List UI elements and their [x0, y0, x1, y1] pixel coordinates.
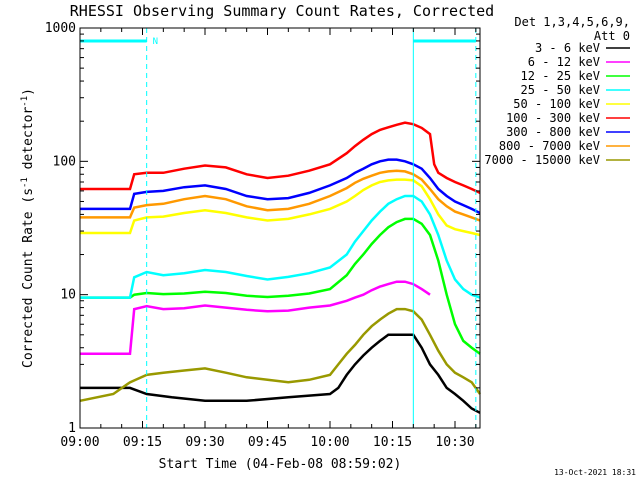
series-line-2 [80, 280, 431, 356]
series-line-5 [80, 178, 481, 237]
legend-label-9: 7000 - 15000 keV [484, 153, 600, 167]
legend-label-3: 12 - 25 keV [521, 69, 600, 83]
y-tick-label-4: 1000 [45, 21, 76, 36]
legend-label-4: 25 - 50 keV [521, 83, 600, 97]
chart-title: RHESSI Observing Summary Count Rates, Co… [70, 2, 494, 20]
legend-label-6: 100 - 300 keV [506, 111, 600, 125]
series-line-3 [80, 217, 481, 355]
series-line-9 [79, 307, 482, 403]
legend-label-8: 800 - 7000 keV [499, 139, 600, 153]
legend-label-7: 300 - 800 keV [506, 125, 600, 139]
x-axis-label: Start Time (04-Feb-08 08:59:02) [159, 457, 402, 472]
y-axis-label: Corrected Count Rate (s-1 detector-1) [20, 88, 36, 368]
legend-label-5: 50 - 100 keV [513, 97, 600, 111]
y-tick-label-1: 1 [68, 421, 76, 436]
y-axis-ticks: 1 10 100 1000 [45, 21, 480, 436]
x-tick-label-2: 09:15 [123, 435, 162, 450]
legend-label-1: 3 - 6 keV [535, 41, 600, 55]
x-tick-label-1: 09:00 [60, 435, 99, 450]
x-tick-label-4: 09:45 [248, 435, 287, 450]
x-tick-label-5: 10:00 [310, 435, 349, 450]
plot-frame [79, 27, 481, 429]
x-axis-ticks: 09:00 09:15 09:30 09:45 10:00 10:15 10:30 [60, 28, 477, 450]
x-tick-label-3: 09:30 [185, 435, 224, 450]
legend-header-line-1: Det 1,3,4,5,6,9, [514, 15, 630, 29]
series-line-7 [80, 158, 481, 215]
y-tick-label-3: 100 [53, 154, 76, 169]
series-line-6 [80, 121, 481, 195]
x-tick-label-7: 10:30 [435, 435, 474, 450]
attenuator-flags: N [79, 28, 477, 428]
timestamp: 13-Oct-2021 18:31 [554, 468, 636, 477]
legend-header-line-2: Att 0 [594, 29, 630, 43]
series-lines [79, 121, 482, 414]
legend-label-2: 6 - 12 keV [528, 55, 600, 69]
x-tick-label-6: 10:15 [373, 435, 412, 450]
series-line-4 [80, 194, 481, 299]
y-tick-label-2: 10 [60, 288, 76, 303]
series-line-8 [80, 169, 481, 222]
series-line-1 [80, 333, 481, 414]
flag-label: N [153, 37, 158, 47]
